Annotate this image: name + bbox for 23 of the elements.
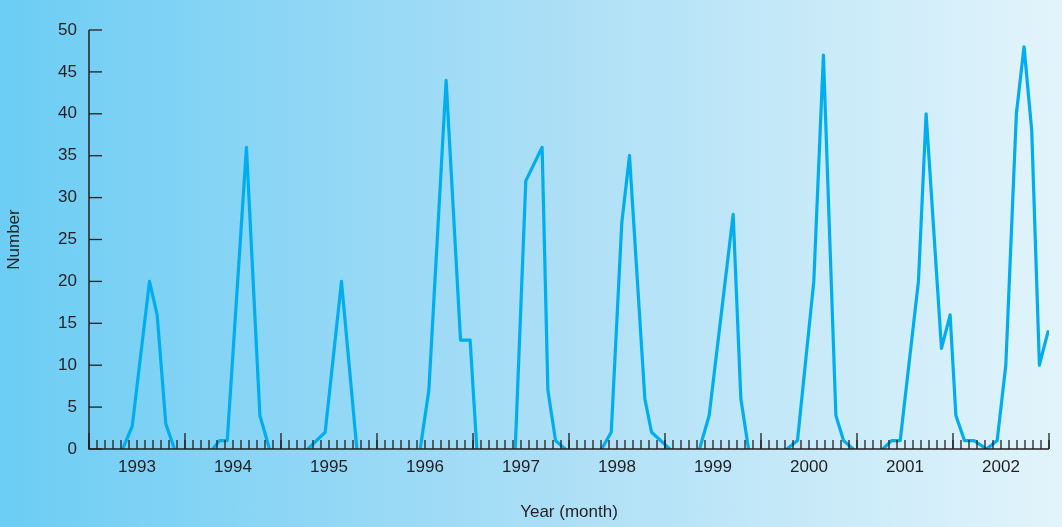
y-tick-label: 5 (67, 396, 77, 416)
x-tick-label: 1993 (118, 456, 156, 476)
x-tick-label: 1998 (598, 456, 636, 476)
y-tick-label: 25 (58, 229, 77, 249)
y-tick-label: 45 (58, 61, 77, 81)
x-tick-label: 1999 (694, 456, 732, 476)
y-tick-label: 30 (58, 187, 77, 207)
y-tick-label: 10 (58, 354, 77, 374)
x-tick-label: 2002 (982, 456, 1020, 476)
x-tick-label: 2001 (886, 456, 924, 476)
x-tick-label: 1996 (406, 456, 444, 476)
y-tick-label: 35 (58, 145, 77, 165)
x-axis-title: Year (month) (520, 502, 618, 522)
y-tick-label: 15 (58, 312, 77, 332)
x-tick-label: 1995 (310, 456, 348, 476)
y-tick-label: 20 (58, 271, 77, 291)
x-tick-label: 1997 (502, 456, 540, 476)
x-tick-label: 2000 (790, 456, 828, 476)
x-tick-label: 1994 (214, 456, 252, 476)
y-axis-title: Number (3, 208, 23, 270)
y-tick-label: 40 (58, 103, 77, 123)
y-tick-label: 50 (58, 19, 77, 39)
y-tick-label: 0 (67, 438, 77, 458)
